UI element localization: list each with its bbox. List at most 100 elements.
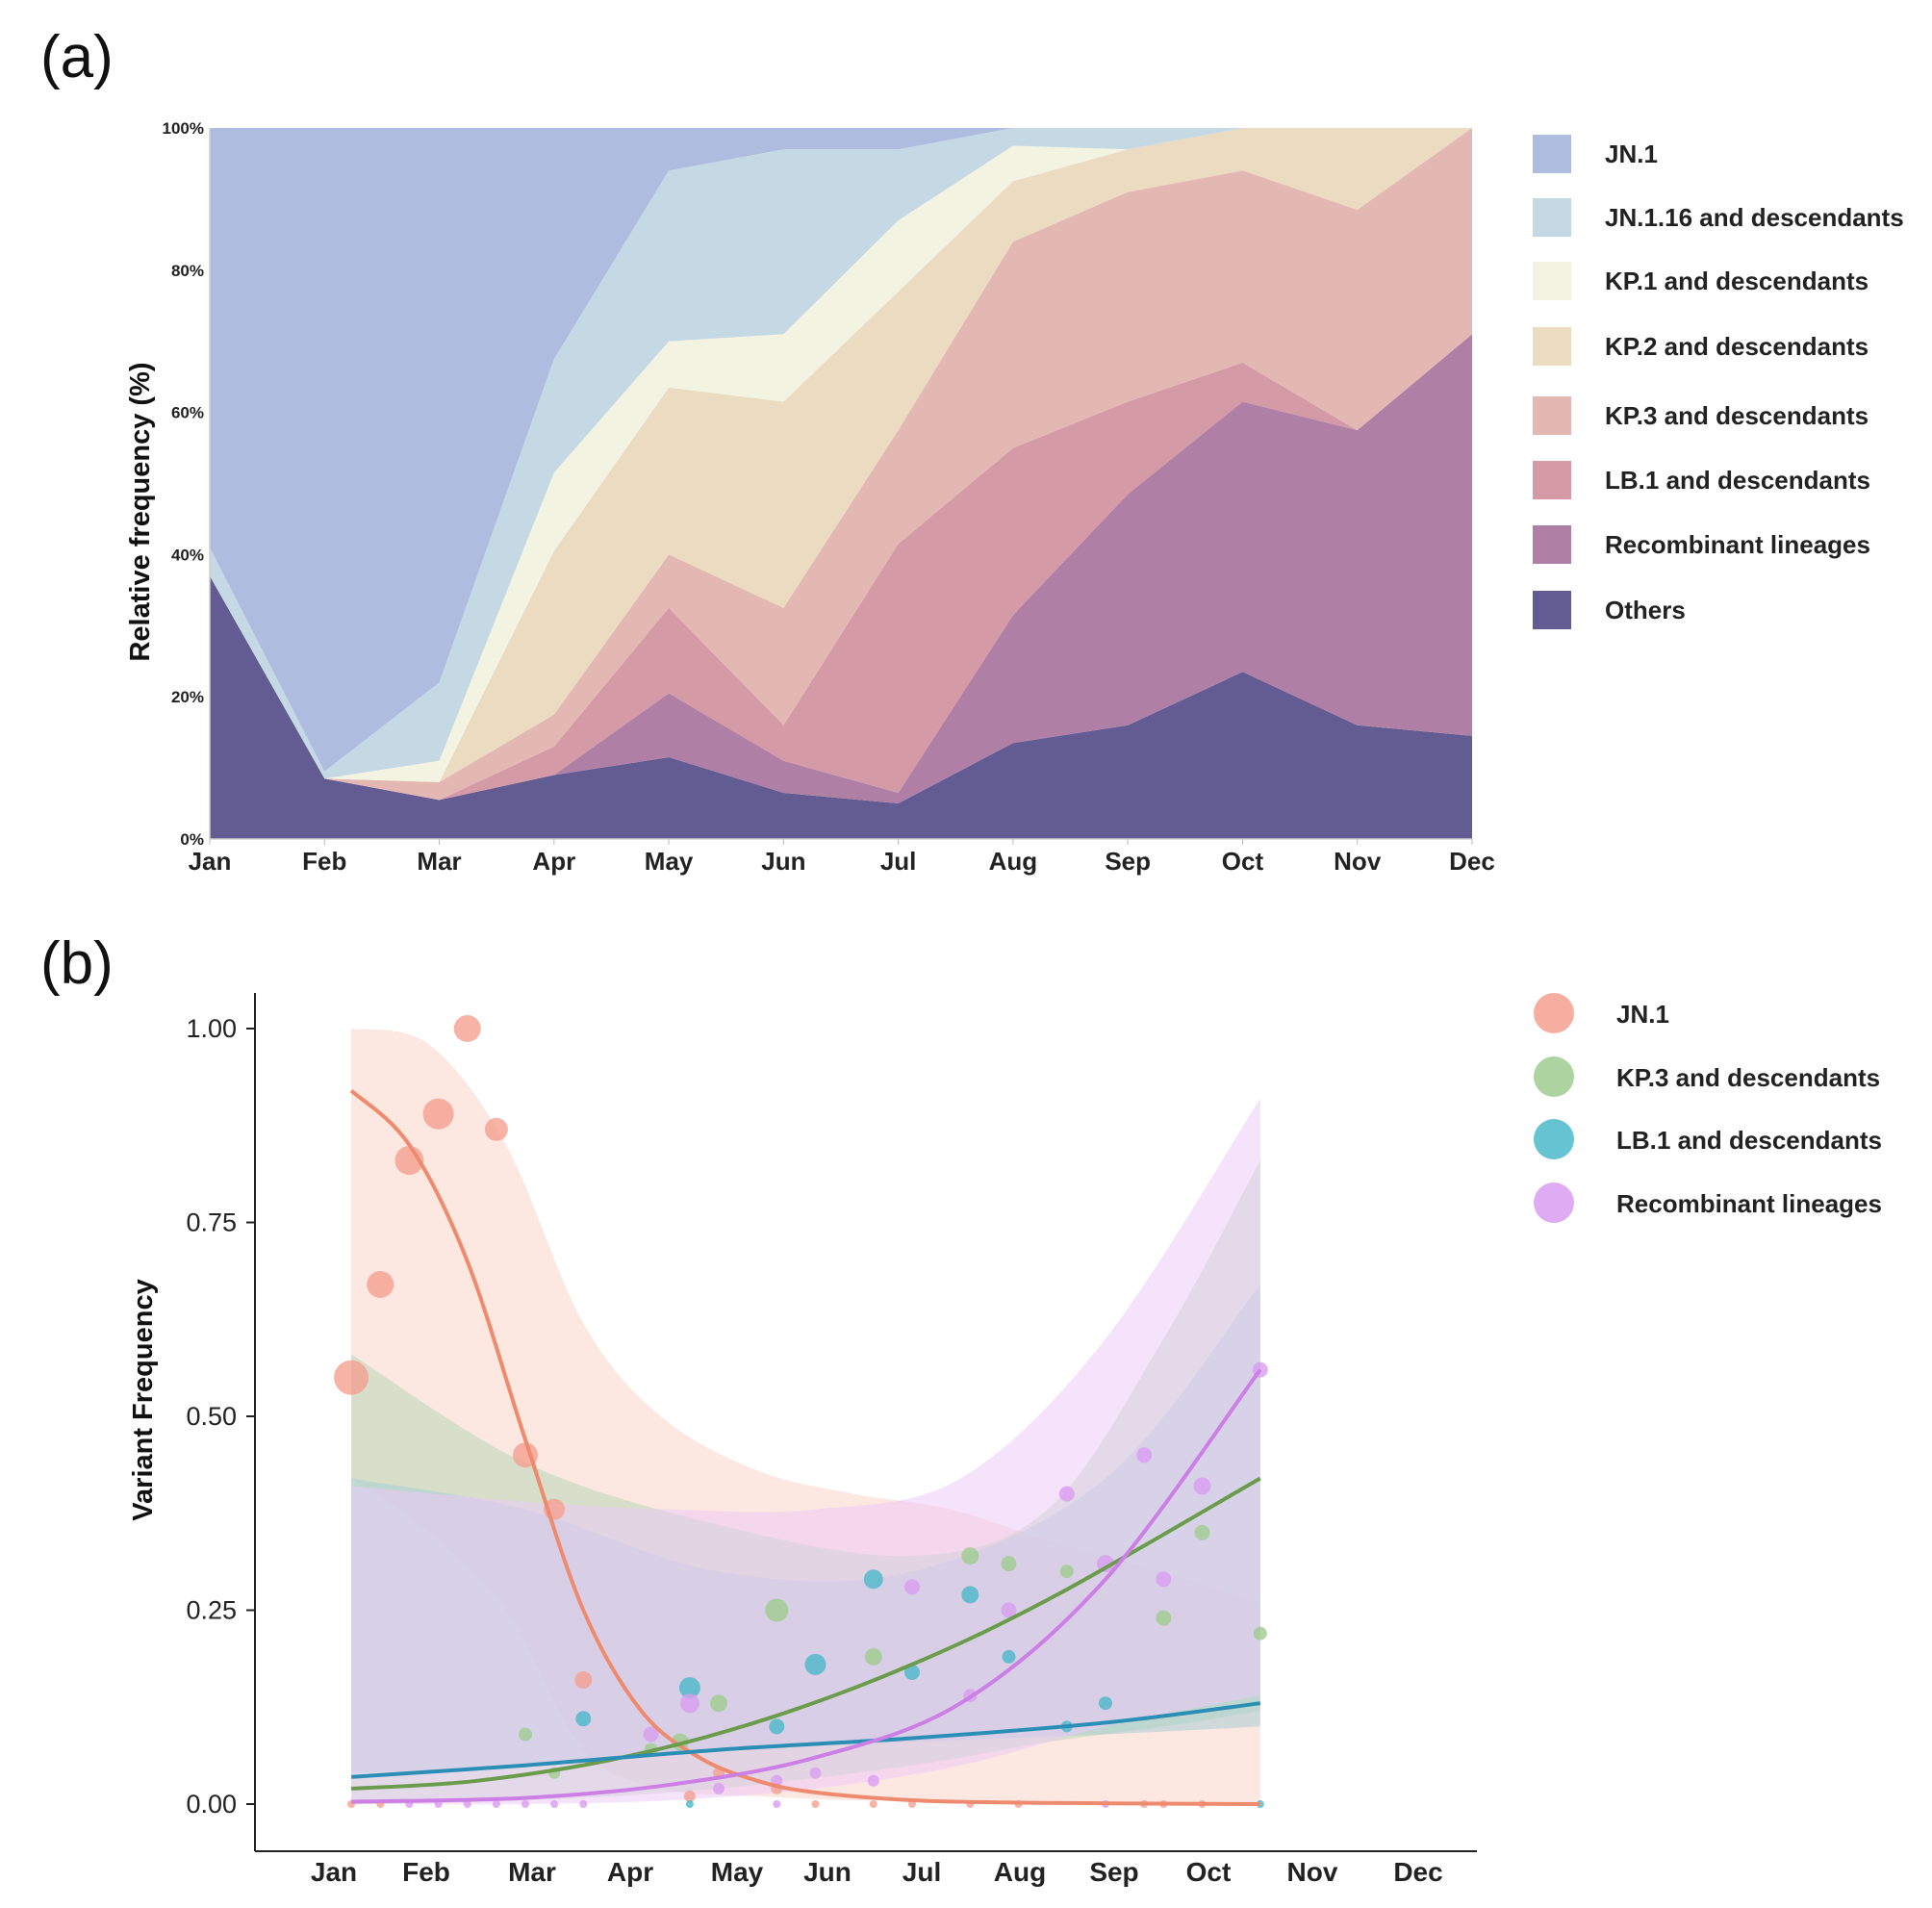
panel-b-x-tick-mar: Mar: [508, 1857, 556, 1887]
point-kp-3-and-descendants-0: [519, 1727, 532, 1742]
panel-b-x-tick-nov: Nov: [1287, 1857, 1338, 1887]
point-recombinant-lineages-11: [1136, 1447, 1153, 1463]
panel-a-y-tick-0: 0%: [180, 830, 204, 849]
point-zero-7: [550, 1800, 559, 1808]
panel-a-x-tick-jul: Jul: [880, 847, 917, 876]
panel-b-x-tick-jul: Jul: [902, 1857, 941, 1887]
point-jn-1-8: [574, 1671, 593, 1689]
point-lb-1-and-descendants-5: [904, 1665, 920, 1680]
area-kp-3-and-descendants: [210, 128, 1472, 801]
legend-a-label-recombinant-lineages: Recombinant lineages: [1605, 530, 1870, 559]
panel-a-y-axis-label: Relative frequency (%): [125, 362, 156, 661]
point-jn-1-9: [683, 1790, 696, 1802]
point-lb-1-and-descendants-7: [1002, 1649, 1016, 1664]
panel-b-x-tick-feb: Feb: [402, 1857, 450, 1887]
panel-b-y-tick-1: 0.25: [186, 1596, 237, 1625]
fit-line-kp-3-and-descendants: [350, 1476, 1261, 1791]
panel-b-x-tick-oct: Oct: [1186, 1857, 1232, 1887]
point-kp-3-and-descendants-12: [1253, 1626, 1267, 1641]
point-kp-3-and-descendants-11: [1194, 1524, 1210, 1540]
legend-b-marker-recombinant-lineages: [1534, 1183, 1574, 1223]
legend-a-label-kp-3-and-descendants: KP.3 and descendants: [1605, 401, 1868, 430]
panel-a-areas: [210, 128, 1472, 839]
point-jn-1-1: [367, 1271, 394, 1298]
point-kp-3-and-descendants-8: [1001, 1556, 1017, 1572]
point-kp-3-and-descendants-9: [1059, 1565, 1074, 1579]
legend-a-swatch-kp-1-and-descendants: [1533, 262, 1571, 300]
panel-b-y-tick-0: 0.00: [186, 1790, 237, 1819]
point-jn-1-3: [422, 1098, 454, 1130]
point-lb-1-and-descendants-0: [575, 1711, 592, 1727]
point-jn-1-0: [334, 1360, 369, 1395]
panel-b-x-tick-may: May: [711, 1857, 764, 1887]
area-lb-1-and-descendants: [210, 334, 1472, 801]
legend-a-swatch-kp-2-and-descendants: [1533, 327, 1571, 366]
legend-a-label-jn-1: JN.1: [1605, 140, 1658, 168]
panel-b-letter: (b): [40, 930, 114, 997]
panel-b-x-tick-jan: Jan: [311, 1857, 357, 1887]
point-recombinant-lineages-13: [1193, 1477, 1211, 1495]
panel-a-x-tick-feb: Feb: [302, 847, 346, 876]
legend-a-label-jn-1-16-and-descendants: JN.1.16 and descendants: [1605, 203, 1904, 232]
legend-a-swatch-kp-3-and-descendants: [1533, 396, 1571, 435]
panel-a-x-tick-nov: Nov: [1334, 847, 1382, 876]
legend-a-label-kp-2-and-descendants: KP.2 and descendants: [1605, 332, 1868, 361]
legend-a-swatch-lb-1-and-descendants: [1533, 461, 1571, 499]
legend-a-swatch-jn-1: [1533, 135, 1571, 173]
area-recombinant-lineages: [210, 334, 1472, 803]
legend-a-label-others: Others: [1605, 596, 1686, 624]
panel-a-x-tick-jan: Jan: [189, 847, 232, 876]
panel-a-x-tick-oct: Oct: [1222, 847, 1264, 876]
point-lb-1-and-descendants-9: [1099, 1696, 1112, 1711]
panel-b-y-axis-label: Variant Frequency: [128, 1279, 159, 1520]
fit-line-lb-1-and-descendants: [350, 1701, 1261, 1779]
panel-b-x-tick-aug: Aug: [994, 1857, 1046, 1887]
point-kp-3-and-descendants-10: [1156, 1610, 1172, 1626]
panel-b-y-tick-2: 0.50: [186, 1402, 237, 1431]
panel-b-fit-lines: [349, 1089, 1262, 1806]
point-zero-8: [579, 1800, 588, 1808]
panel-a-x-tick-jun: Jun: [761, 847, 805, 876]
point-zero-10: [773, 1800, 781, 1808]
point-lb-1-and-descendants-3: [804, 1653, 826, 1675]
point-lb-1-and-descendants-6: [961, 1586, 979, 1604]
panel-b-y-tick-4: 1.00: [186, 1014, 237, 1043]
panel-a-y-tick-1: 20%: [171, 688, 204, 706]
point-jn-1-4: [453, 1015, 481, 1042]
panel-a-y-tick-2: 40%: [171, 546, 204, 564]
point-recombinant-lineages-5: [867, 1774, 879, 1787]
point-recombinant-lineages-2: [713, 1782, 724, 1794]
point-kp-3-and-descendants-7: [961, 1547, 979, 1565]
area-others: [210, 575, 1472, 839]
panel-b-y-tick-3: 0.75: [186, 1208, 237, 1237]
point-recombinant-lineages-4: [809, 1767, 822, 1779]
panel-b-scatter-chart: 0.000.250.500.751.00 Jan Feb Mar Apr May Jun J…: [128, 993, 1882, 1887]
panel-a-x-tick-aug: Aug: [989, 847, 1038, 876]
point-zero-4: [463, 1800, 471, 1808]
panel-a-x-tick-mar: Mar: [417, 847, 461, 876]
legend-a-swatch-others: [1533, 591, 1571, 629]
panel-b-x-tick-apr: Apr: [607, 1857, 653, 1887]
panel-b-y-tick-labels: 0.00 0.25 0.50 0.75 1.00: [186, 1014, 255, 1819]
point-zero-9: [685, 1800, 694, 1808]
area-jn-1: [210, 128, 1472, 772]
point-jn-1-12: [811, 1800, 820, 1808]
panel-a-x-tick-dec: Dec: [1449, 847, 1495, 876]
point-kp-3-and-descendants-5: [765, 1598, 789, 1622]
legend-a-label-lb-1-and-descendants: LB.1 and descendants: [1605, 466, 1870, 495]
point-lb-1-and-descendants-4: [863, 1569, 883, 1590]
panel-a-y-tick-5: 100%: [163, 119, 204, 138]
panel-a-legend: JN.1 JN.1.16 and descendants KP.1 and desc…: [1533, 135, 1904, 629]
point-lb-1-and-descendants-2: [769, 1718, 785, 1735]
legend-b-label-kp-3-and-descendants: KP.3 and descendants: [1616, 1063, 1880, 1092]
legend-b-label-jn-1: JN.1: [1616, 1000, 1669, 1029]
panel-a-x-tick-sep: Sep: [1105, 847, 1151, 876]
point-recombinant-lineages-10: [1097, 1555, 1114, 1573]
panel-b-confidence-bands: [351, 1029, 1260, 1805]
panel-b-x-tick-dec: Dec: [1393, 1857, 1442, 1887]
panel-b-axes: [254, 993, 1477, 1852]
panel-a-y-tick-4: 80%: [171, 262, 204, 280]
point-recombinant-lineages-0: [643, 1726, 659, 1743]
point-lb-1-and-descendants-1: [678, 1677, 700, 1699]
